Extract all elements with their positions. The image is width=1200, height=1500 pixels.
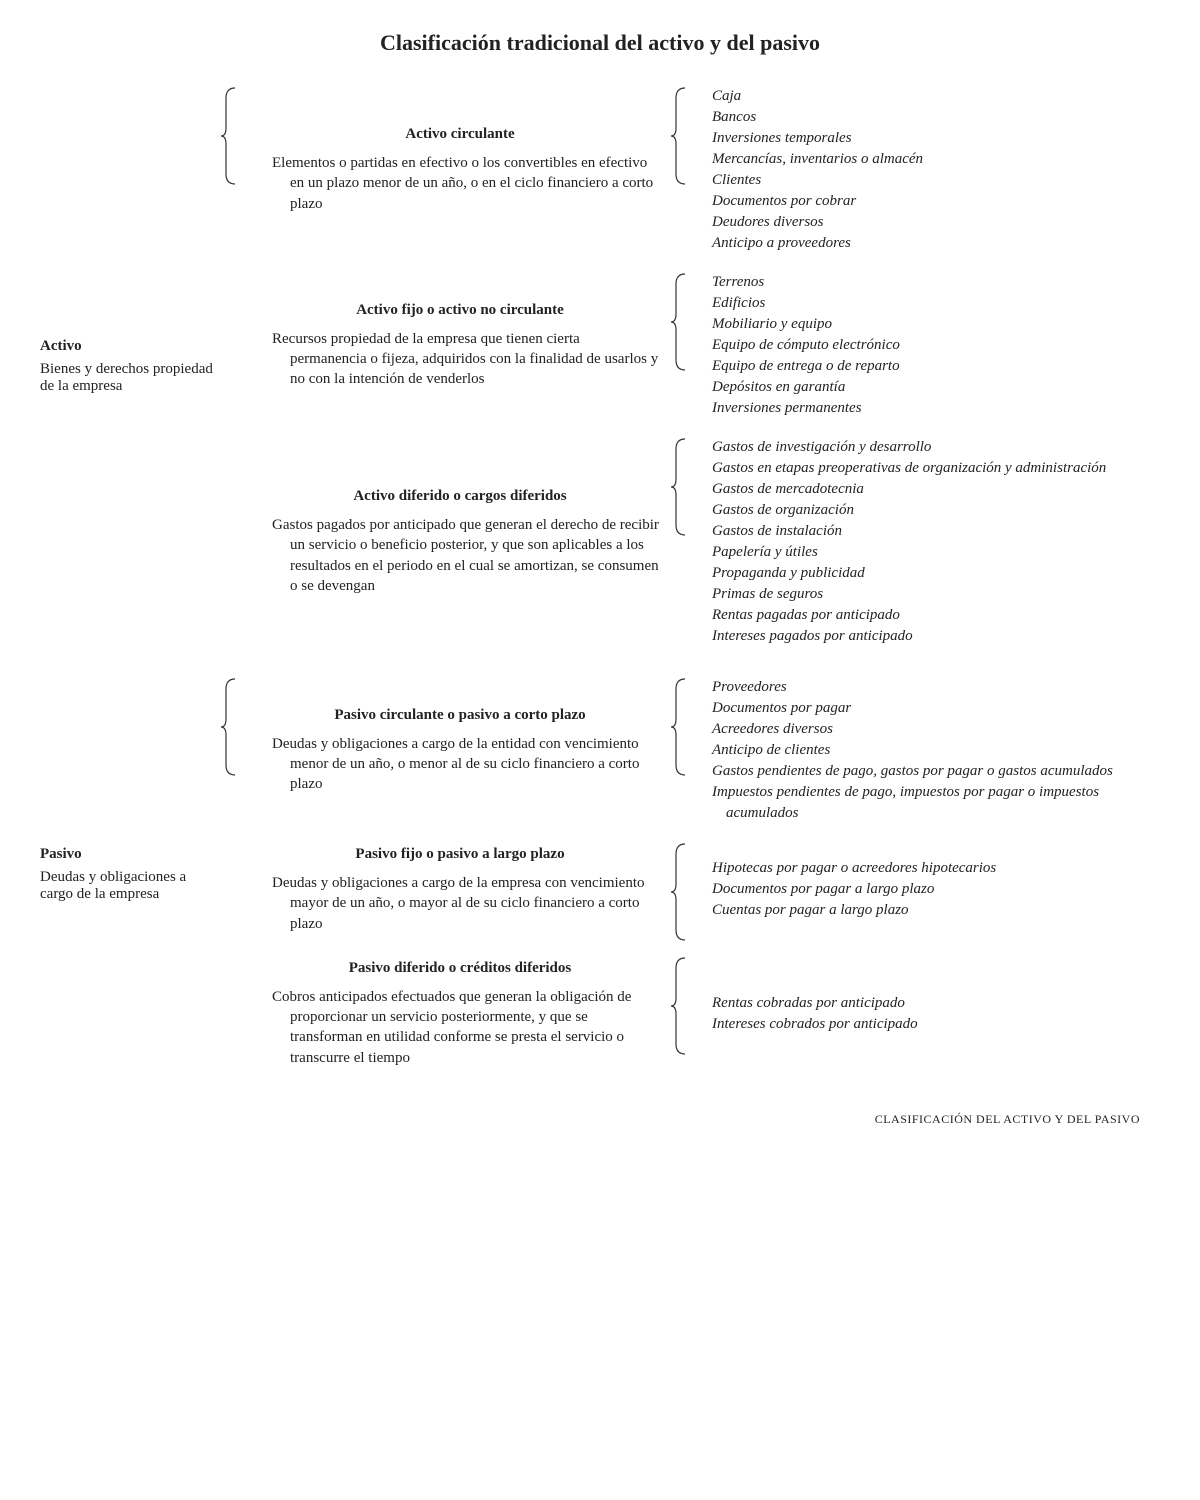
list-item: Mercancías, inventarios o almacén: [702, 149, 1160, 170]
list-item: Documentos por pagar a largo plazo: [702, 879, 1160, 900]
list-item: Gastos de investigación y desarrollo: [702, 437, 1160, 458]
brace-icon: [670, 86, 690, 254]
list-item: Hipotecas por pagar o acreedores hipotec…: [702, 858, 1160, 879]
brace-icon: [670, 677, 690, 824]
list-item: Intereses pagados por anticipado: [702, 626, 1160, 647]
list-item: Rentas cobradas por anticipado: [702, 993, 1160, 1014]
brace-icon: [220, 86, 240, 647]
list-item: Gastos pendientes de pago, gastos por pa…: [702, 761, 1160, 782]
list-item: Edificios: [702, 293, 1160, 314]
list-item: Deudores diversos: [702, 212, 1160, 233]
items-list: Rentas cobradas por anticipadoIntereses …: [690, 993, 1160, 1035]
brace-icon: [220, 677, 240, 1072]
brace-icon: [670, 956, 690, 1072]
category-block: Activo diferido o cargos diferidos Gasto…: [240, 484, 670, 600]
list-item: Primas de seguros: [702, 584, 1160, 605]
items-list: TerrenosEdificiosMobiliario y equipoEqui…: [690, 272, 1160, 419]
items-list: Hipotecas por pagar o acreedores hipotec…: [690, 858, 1160, 921]
items-list: Gastos de investigación y desarrolloGast…: [690, 437, 1160, 647]
category-title: Activo circulante: [260, 126, 660, 143]
list-item: Rentas pagadas por anticipado: [702, 605, 1160, 626]
category-block: Pasivo fijo o pasivo a largo plazo Deuda…: [240, 842, 670, 938]
category-desc: Gastos pagados por anticipado que genera…: [260, 515, 660, 596]
category-row: Activo fijo o activo no circulante Recur…: [240, 272, 1160, 419]
category-block: Activo circulante Elementos o partidas e…: [240, 122, 670, 218]
list-item: Caja: [702, 86, 1160, 107]
category-row: Activo circulante Elementos o partidas e…: [240, 86, 1160, 254]
category-desc: Deudas y obligaciones a cargo de la enti…: [260, 734, 660, 795]
items-list: CajaBancosInversiones temporalesMercancí…: [690, 86, 1160, 254]
list-item: Gastos de organización: [702, 500, 1160, 521]
categories: Pasivo circulante o pasivo a corto plazo…: [240, 677, 1160, 1072]
page-title: Clasificación tradicional del activo y d…: [40, 30, 1160, 56]
category-block: Pasivo diferido o créditos diferidos Cob…: [240, 956, 670, 1072]
list-item: Acreedores diversos: [702, 719, 1160, 740]
category-row: Activo diferido o cargos diferidos Gasto…: [240, 437, 1160, 647]
list-item: Impuestos pendientes de pago, impuestos …: [702, 782, 1160, 824]
list-item: Documentos por cobrar: [702, 191, 1160, 212]
section-row: Pasivo Deudas y obligaciones a cargo de …: [40, 677, 1160, 1072]
list-item: Cuentas por pagar a largo plazo: [702, 900, 1160, 921]
category-desc: Cobros anticipados efectuados que genera…: [260, 987, 660, 1068]
category-title: Pasivo diferido o créditos diferidos: [260, 960, 660, 977]
list-item: Bancos: [702, 107, 1160, 128]
section-desc: Bienes y derechos propiedad de la empres…: [40, 361, 213, 394]
category-block: Activo fijo o activo no circulante Recur…: [240, 298, 670, 394]
list-item: Depósitos en garantía: [702, 377, 1160, 398]
list-item: Gastos de instalación: [702, 521, 1160, 542]
list-item: Inversiones temporales: [702, 128, 1160, 149]
category-title: Activo diferido o cargos diferidos: [260, 488, 660, 505]
category-block: Pasivo circulante o pasivo a corto plazo…: [240, 703, 670, 799]
category-title: Pasivo fijo o pasivo a largo plazo: [260, 846, 660, 863]
category-desc: Elementos o partidas en efectivo o los c…: [260, 153, 660, 214]
category-row: Pasivo circulante o pasivo a corto plazo…: [240, 677, 1160, 824]
list-item: Equipo de cómputo electrónico: [702, 335, 1160, 356]
section-row: Activo Bienes y derechos propiedad de la…: [40, 86, 1160, 647]
category-row: Pasivo diferido o créditos diferidos Cob…: [240, 956, 1160, 1072]
categories: Activo circulante Elementos o partidas e…: [240, 86, 1160, 647]
list-item: Terrenos: [702, 272, 1160, 293]
section-name: Pasivo: [40, 846, 220, 863]
list-item: Inversiones permanentes: [702, 398, 1160, 419]
items-list: ProveedoresDocumentos por pagarAcreedore…: [690, 677, 1160, 824]
category-row: Pasivo fijo o pasivo a largo plazo Deuda…: [240, 842, 1160, 938]
page-footer: CLASIFICACIÓN DEL ACTIVO Y DEL PASIVO: [40, 1112, 1160, 1127]
section-label: Activo Bienes y derechos propiedad de la…: [40, 338, 220, 395]
list-item: Papelería y útiles: [702, 542, 1160, 563]
list-item: Equipo de entrega o de reparto: [702, 356, 1160, 377]
category-title: Pasivo circulante o pasivo a corto plazo: [260, 707, 660, 724]
list-item: Gastos de mercadotecnia: [702, 479, 1160, 500]
category-title: Activo fijo o activo no circulante: [260, 302, 660, 319]
list-item: Anticipo a proveedores: [702, 233, 1160, 254]
brace-icon: [670, 842, 690, 938]
section-desc: Deudas y obligaciones a cargo de la empr…: [40, 869, 186, 902]
category-desc: Deudas y obligaciones a cargo de la empr…: [260, 873, 660, 934]
list-item: Clientes: [702, 170, 1160, 191]
list-item: Propaganda y publicidad: [702, 563, 1160, 584]
section-name: Activo: [40, 338, 220, 355]
list-item: Proveedores: [702, 677, 1160, 698]
list-item: Anticipo de clientes: [702, 740, 1160, 761]
list-item: Intereses cobrados por anticipado: [702, 1014, 1160, 1035]
list-item: Documentos por pagar: [702, 698, 1160, 719]
list-item: Mobiliario y equipo: [702, 314, 1160, 335]
classification-tree: Activo Bienes y derechos propiedad de la…: [40, 86, 1160, 1072]
brace-icon: [670, 272, 690, 419]
section-label: Pasivo Deudas y obligaciones a cargo de …: [40, 846, 220, 903]
brace-icon: [670, 437, 690, 647]
category-desc: Recursos propiedad de la empresa que tie…: [260, 329, 660, 390]
list-item: Gastos en etapas preoperativas de organi…: [702, 458, 1160, 479]
